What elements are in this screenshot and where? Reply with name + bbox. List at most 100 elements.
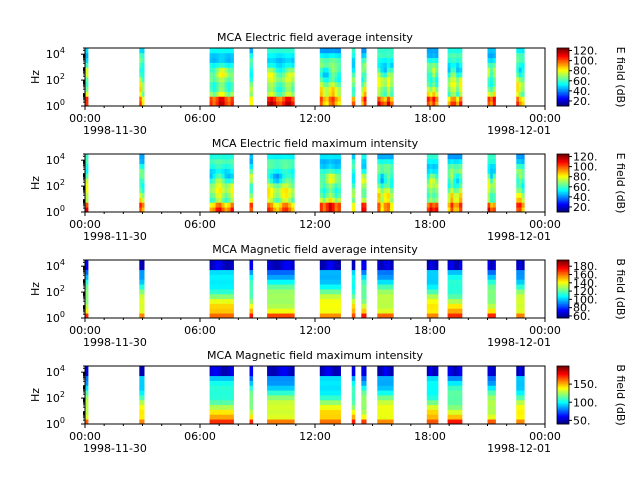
spectrogram-cell: [276, 404, 280, 410]
spectrogram-cell: [450, 72, 454, 78]
spectrogram-cell: [432, 163, 436, 169]
spectrogram-cell: [490, 274, 494, 280]
spectrogram-cell: [521, 313, 525, 319]
spectrogram-cell: [377, 284, 381, 290]
spectrogram-cell: [212, 303, 216, 309]
plot-frame: [84, 259, 546, 319]
spectrogram-cell: [521, 274, 525, 280]
spectrogram-cell: [212, 366, 216, 372]
spectrogram-cell: [426, 197, 431, 203]
spectrogram-cell: [270, 399, 274, 406]
spectrogram-cell: [363, 279, 367, 285]
spectrogram-cell: [426, 192, 431, 198]
spectrogram-cell: [487, 91, 491, 97]
spectrogram-cell: [518, 303, 522, 309]
spectrogram-cell: [270, 48, 274, 54]
colorbar-band: [557, 313, 569, 316]
colorbar-band: [557, 194, 569, 197]
spectrogram-cell: [487, 158, 491, 165]
spectrogram-cell: [285, 419, 289, 425]
spectrogram-cell: [273, 279, 277, 285]
spectrogram-cell: [227, 101, 231, 107]
spectrogram-cell: [432, 303, 436, 309]
spectrogram-cell: [328, 380, 333, 386]
spectrogram-cell: [390, 178, 394, 184]
spectrogram-cell: [447, 52, 451, 59]
spectrogram-cell: [377, 313, 381, 319]
spectrogram-cell: [361, 57, 365, 63]
spectrogram-cell: [141, 101, 145, 107]
colorbar-band: [557, 77, 569, 79]
spectrogram-cell: [325, 192, 330, 198]
spectrogram-cell: [267, 380, 271, 386]
spectrogram-cell: [337, 72, 341, 78]
spectrogram-cell: [215, 284, 219, 290]
spectrogram-cell: [361, 289, 365, 295]
spectrogram-cell: [212, 375, 216, 381]
spectrogram-cell: [139, 303, 143, 309]
spectrogram-cell: [328, 207, 333, 213]
spectrogram-cell: [291, 67, 295, 73]
spectrogram-cell: [492, 154, 496, 160]
spectrogram-cell: [351, 289, 356, 295]
spectrogram-cell: [435, 207, 439, 213]
spectrogram-cell: [351, 366, 356, 372]
spectrogram-cell: [209, 375, 213, 381]
spectrogram-cell: [377, 187, 381, 194]
colorbar-tick-label: 60.: [573, 181, 591, 194]
spectrogram-cell: [516, 154, 520, 160]
spectrogram-cell: [249, 91, 254, 97]
spectrogram-cell: [139, 81, 143, 88]
spectrogram-cell: [390, 269, 394, 275]
colorbar-band: [557, 312, 569, 315]
spectrogram-cell: [267, 274, 271, 280]
spectrogram-cell: [351, 101, 356, 107]
spectrogram-cell: [334, 101, 338, 107]
spectrogram-cell: [328, 298, 333, 304]
spectrogram-cell: [432, 158, 436, 165]
spectrogram-cell: [325, 395, 330, 401]
spectrogram-cell: [273, 409, 277, 415]
spectrogram-cell: [518, 101, 522, 107]
y-tick-exponent: 0: [60, 310, 65, 319]
spectrogram-cell: [319, 192, 324, 198]
spectrogram-cell: [363, 67, 367, 73]
spectrogram-cell: [267, 385, 271, 391]
spectrogram-cell: [230, 192, 234, 198]
spectrogram-cell: [141, 390, 145, 396]
spectrogram-cell: [363, 313, 367, 319]
spectrogram-cell: [218, 419, 222, 425]
spectrogram-cell: [453, 385, 457, 391]
spectrogram-cell: [432, 101, 436, 107]
spectrogram: [85, 260, 525, 319]
spectrogram-cell: [141, 173, 145, 179]
spectrogram-cell: [386, 77, 391, 83]
spectrogram-cell: [337, 81, 341, 88]
spectrogram-cell: [209, 168, 213, 174]
spectrogram-cell: [337, 395, 341, 401]
y-tick-label: 100: [46, 310, 65, 325]
spectrogram-cell: [319, 284, 324, 290]
spectrogram-cell: [319, 409, 324, 415]
spectrogram-cell: [435, 404, 439, 410]
spectrogram-cell: [141, 414, 145, 420]
spectrogram-cell: [447, 366, 451, 372]
spectrogram-cell: [221, 81, 225, 88]
spectrogram-cell: [390, 375, 394, 381]
x-tick-label: 12:00: [299, 430, 331, 443]
colorbar-band: [557, 270, 569, 272]
spectrogram-cell: [456, 91, 460, 97]
spectrogram-cell: [218, 207, 222, 213]
spectrogram-cell: [141, 279, 145, 285]
spectrogram-cell: [141, 187, 145, 194]
colorbar-band: [557, 386, 569, 389]
spectrogram-cell: [351, 72, 356, 78]
spectrogram-cell: [490, 409, 494, 415]
spectrogram-cell: [322, 158, 327, 165]
y-tick-label: 104: [46, 258, 65, 273]
spectrogram-cell: [282, 385, 286, 391]
chart-title: MCA Magnetic field average intensity: [212, 243, 418, 256]
spectrogram-cell: [459, 187, 463, 194]
spectrogram-cell: [267, 298, 271, 304]
spectrogram-cell: [249, 197, 254, 203]
